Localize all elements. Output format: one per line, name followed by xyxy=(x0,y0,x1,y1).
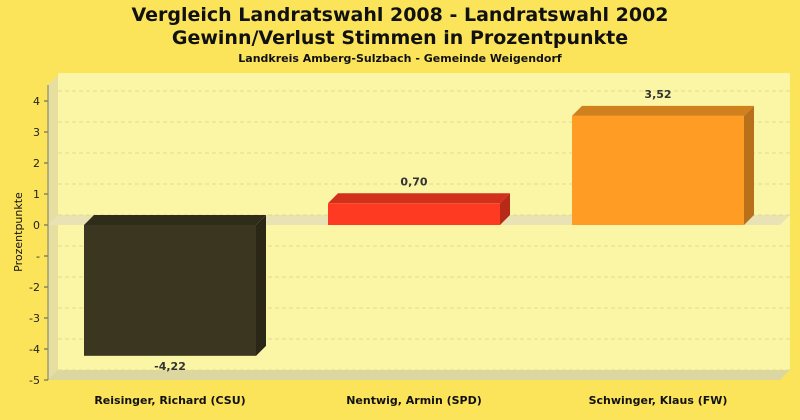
y-tick-label: - xyxy=(36,250,40,263)
data-label: -4,22 xyxy=(154,360,186,373)
y-tick-label: -2 xyxy=(29,281,40,294)
y-tick-label: 1 xyxy=(33,188,40,201)
y-tick-label: -4 xyxy=(29,343,40,356)
category-label: Nentwig, Armin (SPD) xyxy=(346,394,482,407)
chart-subtitle: Landkreis Amberg-Sulzbach - Gemeinde Wei… xyxy=(238,52,562,65)
bar-2 xyxy=(328,193,510,225)
y-tick-label: 2 xyxy=(33,157,40,170)
y-tick-label: 4 xyxy=(33,95,40,108)
category-labels: Reisinger, Richard (CSU) Nentwig, Armin (… xyxy=(94,394,727,407)
bar-top xyxy=(328,193,510,204)
bar-1 xyxy=(84,215,266,356)
bar-top xyxy=(84,215,266,225)
data-label: 0,70 xyxy=(400,175,427,188)
chart-title-line2: Gewinn/Verlust Stimmen in Prozentpunkte xyxy=(171,27,629,49)
y-tick-label: 3 xyxy=(33,126,40,139)
chart-title: Vergleich Landratswahl 2008 - Landratswa… xyxy=(131,4,669,26)
bar-top xyxy=(572,105,754,116)
y-tick-label: 0 xyxy=(33,219,40,232)
category-label: Schwinger, Klaus (FW) xyxy=(589,394,728,407)
bar-side xyxy=(744,105,754,225)
data-labels: -4,22 0,70 3,52 xyxy=(154,88,671,373)
y-axis-ticks: 4 3 2 1 0 - -2 -3 -4 -5 xyxy=(29,85,49,387)
plot-floor xyxy=(48,370,790,380)
bar-front xyxy=(328,203,500,225)
category-label: Reisinger, Richard (CSU) xyxy=(94,394,245,407)
bar-front xyxy=(572,115,744,225)
y-axis-label: Prozentpunkte xyxy=(12,192,25,272)
plot-left-wall xyxy=(48,75,58,380)
bar-front xyxy=(84,225,256,356)
y-tick-label: -3 xyxy=(29,312,40,325)
bars xyxy=(84,105,754,356)
data-label: 3,52 xyxy=(644,88,671,101)
bar-3 xyxy=(572,105,754,225)
bar-side xyxy=(256,215,266,356)
y-tick-label: -5 xyxy=(29,374,40,387)
bar-side xyxy=(500,193,510,225)
